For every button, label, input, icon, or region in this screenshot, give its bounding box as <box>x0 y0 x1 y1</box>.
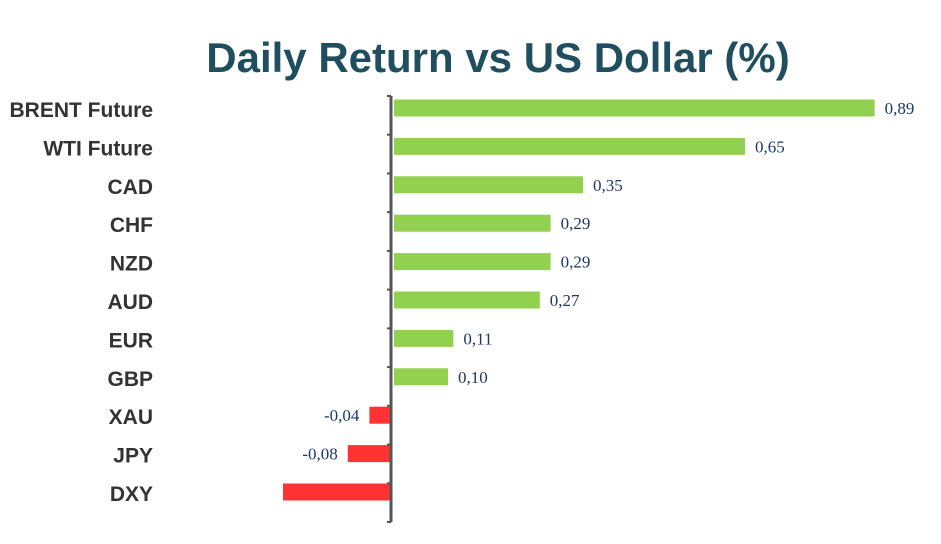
chart-title: Daily Return vs US Dollar (%) <box>206 34 789 81</box>
data-label: -0,04 <box>324 406 360 425</box>
bars-group <box>283 99 875 501</box>
bar-eur <box>394 329 454 347</box>
data-label: -0,08 <box>302 445 337 464</box>
data-label: 0,29 <box>561 253 591 272</box>
category-label: WTI Future <box>43 137 153 160</box>
category-label: JPY <box>113 445 153 468</box>
bar-xau <box>369 406 391 424</box>
bar-dxy <box>283 483 391 501</box>
category-label: EUR <box>109 329 153 352</box>
category-labels: BRENT Future WTI Future CAD CHF NZD AUD EUR GBP… <box>10 99 154 506</box>
bar-wti-future <box>394 137 745 155</box>
bar-nzd <box>394 253 551 271</box>
category-label: GBP <box>107 368 153 391</box>
bar-cad <box>394 176 583 194</box>
data-label: 0,27 <box>550 291 580 310</box>
data-label: 0,89 <box>885 99 915 118</box>
category-label: XAU <box>109 406 153 429</box>
category-label: CHF <box>110 214 153 237</box>
value-labels: 0,890,650,350,290,290,270,110,10-0,04-0,… <box>302 99 914 464</box>
bar-aud <box>394 291 540 309</box>
category-label: NZD <box>110 253 153 276</box>
bar-chf <box>394 214 551 232</box>
data-label: 0,65 <box>755 137 785 156</box>
y-axis <box>387 95 393 523</box>
category-label: DXY <box>110 483 153 506</box>
category-label: CAD <box>108 176 154 199</box>
bar-jpy <box>347 445 391 463</box>
data-label: 0,10 <box>458 368 488 387</box>
data-label: 0,29 <box>561 214 591 233</box>
category-label: BRENT Future <box>10 99 154 122</box>
bar-brent-future <box>394 99 875 117</box>
bar-gbp <box>394 368 448 386</box>
category-label: AUD <box>108 291 154 314</box>
data-label: 0,11 <box>463 329 492 348</box>
data-label: 0,35 <box>593 176 623 195</box>
